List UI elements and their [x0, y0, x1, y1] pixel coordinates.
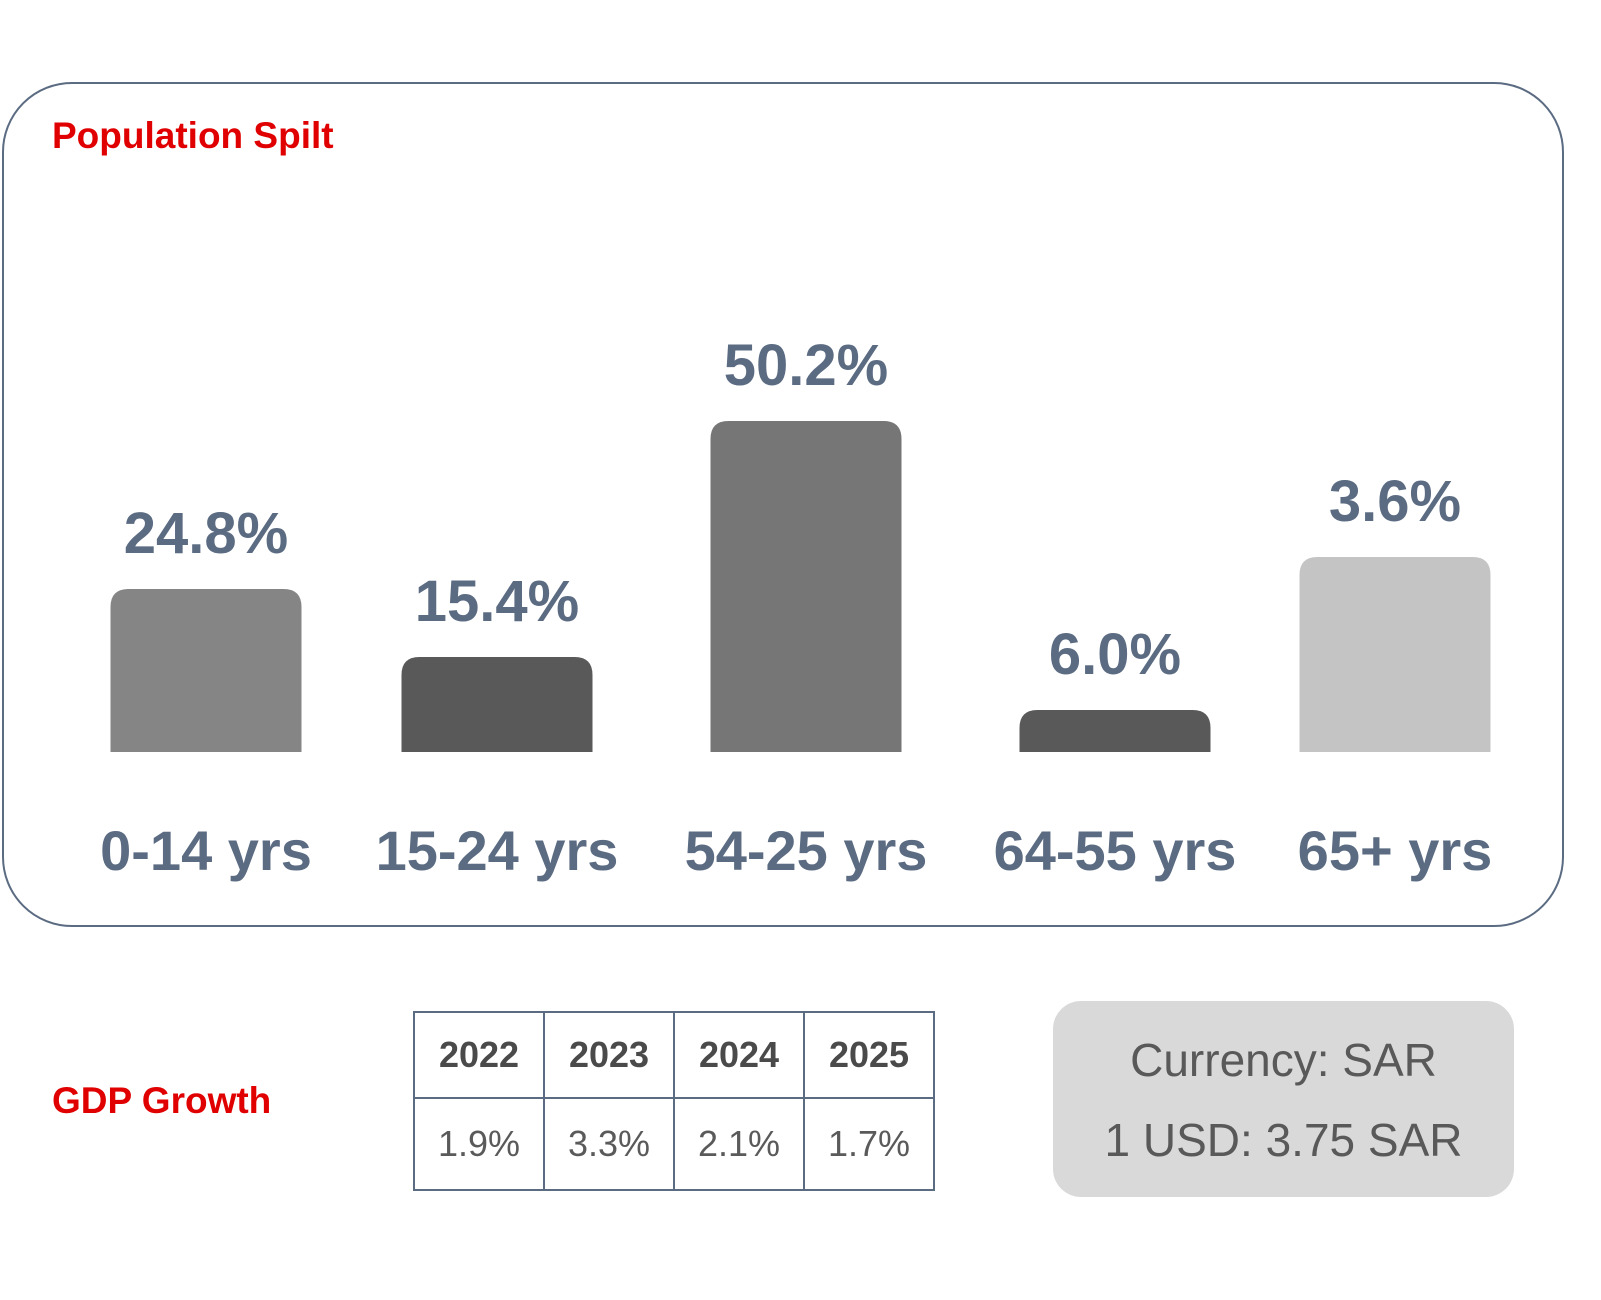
gdp-value-row: 1.9% 3.3% 2.1% 1.7%	[413, 1097, 935, 1191]
exchange-rate-label: 1 USD: 3.75 SAR	[1104, 1114, 1463, 1166]
bar	[1019, 710, 1211, 752]
category-label: 65+ yrs	[1298, 819, 1493, 882]
category-label: 0-14 yrs	[100, 819, 312, 882]
data-label: 50.2%	[724, 333, 888, 398]
gdp-value-cell: 3.3%	[543, 1097, 675, 1191]
currency-label: Currency: SAR	[1130, 1034, 1437, 1086]
bar	[401, 657, 593, 752]
bar	[710, 421, 902, 752]
population-card	[2, 82, 1564, 927]
gdp-year-cell: 2023	[543, 1011, 675, 1099]
gdp-year-cell: 2024	[673, 1011, 805, 1099]
category-label: 64-55 yrs	[994, 819, 1237, 882]
gdp-header-row: 2022 2023 2024 2025	[413, 1011, 935, 1099]
gdp-table: 2022 2023 2024 2025 1.9% 3.3% 2.1% 1.7%	[413, 1011, 935, 1191]
population-title: Population Spilt	[52, 115, 334, 156]
data-label: 3.6%	[1329, 469, 1461, 534]
gdp-title: GDP Growth	[52, 1080, 272, 1121]
gdp-value-cell: 1.7%	[803, 1097, 935, 1191]
gdp-value-cell: 2.1%	[673, 1097, 805, 1191]
data-label: 24.8%	[124, 501, 288, 566]
bar	[110, 589, 302, 752]
category-label: 54-25 yrs	[685, 819, 928, 882]
gdp-year-cell: 2022	[413, 1011, 545, 1099]
population-bar-chart: 24.8% 0-14 yrs 15.4% 15-24 yrs 50.2% 54-25 yr…	[100, 333, 1493, 882]
bar	[1299, 557, 1491, 752]
gdp-year-cell: 2025	[803, 1011, 935, 1099]
data-label: 15.4%	[415, 569, 579, 634]
category-label: 15-24 yrs	[376, 819, 619, 882]
data-label: 6.0%	[1049, 622, 1181, 687]
currency-box: Currency: SAR 1 USD: 3.75 SAR	[1053, 1001, 1514, 1197]
gdp-value-cell: 1.9%	[413, 1097, 545, 1191]
